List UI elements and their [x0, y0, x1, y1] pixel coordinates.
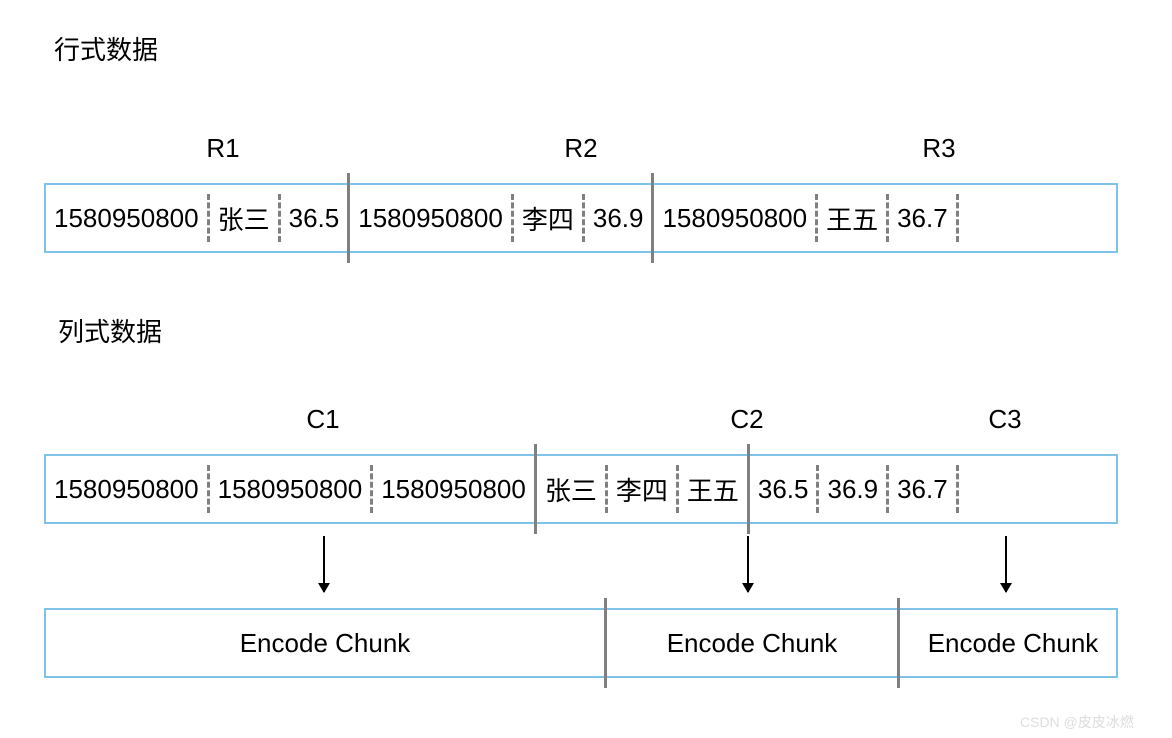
encode-box: Encode ChunkEncode ChunkEncode Chunk [44, 608, 1118, 678]
row-data-box: 1580950800张三36.51580950800李四36.915809508… [44, 183, 1118, 253]
col-cell: 王五 [679, 471, 747, 508]
row-cell: 1580950800 [350, 203, 511, 234]
encode-chunk-label: Encode Chunk [46, 628, 604, 659]
col-cell: 36.9 [819, 474, 886, 505]
dashed-separator [956, 465, 959, 513]
arrow-1 [323, 536, 325, 592]
col-headers: C1 C2 C3 [44, 404, 1118, 435]
col-section-title: 列式数据 [58, 312, 162, 349]
row-cell: 李四 [514, 200, 582, 237]
col-cell: 1580950800 [373, 474, 534, 505]
dashed-separator [956, 194, 959, 242]
col-cell: 张三 [537, 471, 605, 508]
row-cell: 1580950800 [46, 203, 207, 234]
col-header-2: C2 [602, 404, 892, 435]
col-data-box: 158095080015809508001580950800张三李四王五36.5… [44, 454, 1118, 524]
row-headers: R1 R2 R3 [44, 133, 1118, 164]
col-header-1: C1 [44, 404, 602, 435]
row-cell: 36.7 [889, 203, 956, 234]
encode-chunk-label: Encode Chunk [900, 628, 1126, 659]
col-cell: 36.5 [750, 474, 817, 505]
col-cell: 1580950800 [46, 474, 207, 505]
arrow-2 [747, 536, 749, 592]
row-cell: 36.9 [585, 203, 652, 234]
arrow-3 [1005, 536, 1007, 592]
row-cell: 王五 [818, 200, 886, 237]
col-cell: 李四 [608, 471, 676, 508]
col-header-3: C3 [892, 404, 1118, 435]
watermark: CSDN @皮皮冰燃 [1020, 712, 1134, 732]
encode-chunk-label: Encode Chunk [607, 628, 897, 659]
row-cell: 张三 [210, 200, 278, 237]
row-cell: 1580950800 [654, 203, 815, 234]
col-cell: 36.7 [889, 474, 956, 505]
row-header-1: R1 [44, 133, 402, 164]
row-section-title: 行式数据 [54, 30, 158, 67]
row-cell: 36.5 [281, 203, 348, 234]
col-cell: 1580950800 [210, 474, 371, 505]
row-header-2: R2 [402, 133, 760, 164]
row-header-3: R3 [760, 133, 1118, 164]
